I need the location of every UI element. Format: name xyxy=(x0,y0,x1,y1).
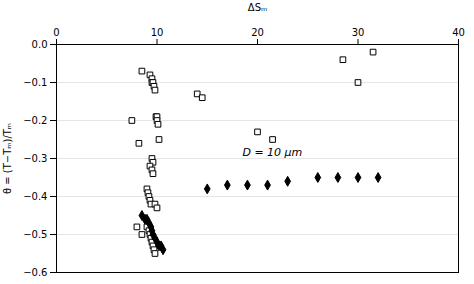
svg-text:θ = (T−Tₘ)/Tₘ: θ = (T−Tₘ)/Tₘ xyxy=(2,123,13,194)
svg-text:0: 0 xyxy=(53,27,59,38)
svg-text:0.0: 0.0 xyxy=(32,39,48,50)
svg-text:−0.6: −0.6 xyxy=(23,267,47,278)
svg-text:D = 10 μm: D = 10 μm xyxy=(242,146,302,159)
svg-text:−0.2: −0.2 xyxy=(23,115,47,126)
svg-text:30: 30 xyxy=(352,27,365,38)
svg-text:−0.5: −0.5 xyxy=(23,229,47,240)
svg-text:10: 10 xyxy=(151,27,164,38)
svg-text:−0.1: −0.1 xyxy=(23,77,47,88)
svg-text:−0.4: −0.4 xyxy=(23,191,47,202)
svg-text:−0.3: −0.3 xyxy=(23,153,47,164)
svg-text:20: 20 xyxy=(251,27,264,38)
svg-text:40: 40 xyxy=(452,27,465,38)
svg-text:ΔSₘ: ΔSₘ xyxy=(248,2,267,13)
